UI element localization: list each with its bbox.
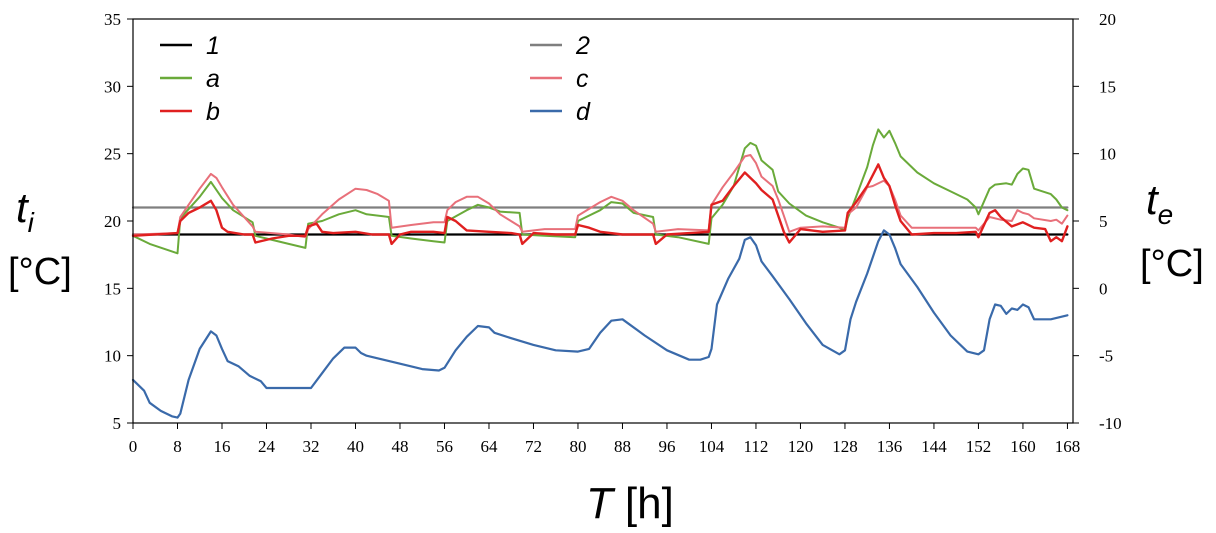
y-left-tick-label: 35 [104, 10, 121, 29]
x-tick-label: 112 [744, 437, 769, 456]
x-tick-label: 144 [921, 437, 947, 456]
y-left-tick-label: 30 [104, 77, 121, 96]
x-tick-label: 32 [302, 437, 319, 456]
y-left-axis-ticks: 5 10 15 20 25 30 35 [104, 10, 133, 433]
x-axis-label: T [h] [586, 479, 674, 528]
y-right-tick-label: 20 [1099, 10, 1116, 29]
x-tick-label: 64 [480, 437, 498, 456]
legend-label-d: d [576, 98, 591, 126]
x-tick-label: 72 [525, 437, 542, 456]
x-tick-label: 8 [173, 437, 182, 456]
series-line-d [131, 229, 1069, 419]
x-tick-label: 80 [569, 437, 586, 456]
y-right-axis-subscript: e [1158, 199, 1174, 230]
y-right-axis-ticks: -10 -5 0 5 10 15 20 [1073, 10, 1122, 433]
series-line-c [132, 154, 1069, 239]
y-right-tick-label: -10 [1099, 414, 1122, 433]
x-tick-label: 88 [614, 437, 631, 456]
y-left-axis-symbol: ti [16, 184, 35, 238]
x-tick-label: 56 [436, 437, 453, 456]
y-right-axis-unit: [°C] [1140, 243, 1204, 285]
x-tick-label: 128 [832, 437, 858, 456]
y-left-tick-label: 5 [113, 414, 122, 433]
y-right-tick-label: 15 [1099, 77, 1116, 96]
x-tick-label: 120 [788, 437, 814, 456]
x-tick-label: 104 [699, 437, 725, 456]
x-tick-label: 48 [391, 437, 408, 456]
legend-label-2: 2 [575, 32, 590, 60]
x-tick-label: 152 [966, 437, 992, 456]
y-right-tick-label: -5 [1099, 347, 1113, 366]
y-left-tick-label: 20 [104, 212, 121, 231]
y-right-tick-label: 5 [1099, 212, 1108, 231]
y-left-tick-label: 25 [104, 145, 121, 164]
y-right-tick-label: 0 [1099, 279, 1108, 298]
x-tick-label: 24 [258, 437, 276, 456]
y-left-axis-subscript: i [28, 207, 35, 238]
legend-label-a: a [206, 65, 220, 93]
x-tick-label: 160 [1010, 437, 1036, 456]
x-tick-label: 16 [213, 437, 230, 456]
x-tick-label: 96 [658, 437, 675, 456]
x-tick-label: 136 [877, 437, 903, 456]
x-tick-label: 168 [1055, 437, 1081, 456]
plot-lines [131, 128, 1069, 419]
legend-label-1: 1 [206, 32, 220, 60]
x-tick-label: 40 [347, 437, 364, 456]
legend-label-c: c [576, 65, 589, 93]
legend: 1 ab 2 cd [160, 32, 591, 126]
plot-frame [132, 18, 1074, 424]
y-right-axis-symbol: te [1146, 176, 1173, 230]
legend-label-b: b [206, 98, 220, 126]
x-tick-label: 0 [129, 437, 138, 456]
series-line-b [131, 163, 1069, 246]
x-axis-ticks: 0 8 16 24 32 40 48 56 64 72 80 88 96 104 112 120 128 136 1… [129, 423, 1080, 456]
y-left-tick-label: 15 [104, 279, 121, 298]
y-right-tick-label: 10 [1099, 145, 1116, 164]
y-left-tick-label: 10 [104, 347, 121, 366]
y-left-axis-unit: [°C] [8, 251, 72, 293]
